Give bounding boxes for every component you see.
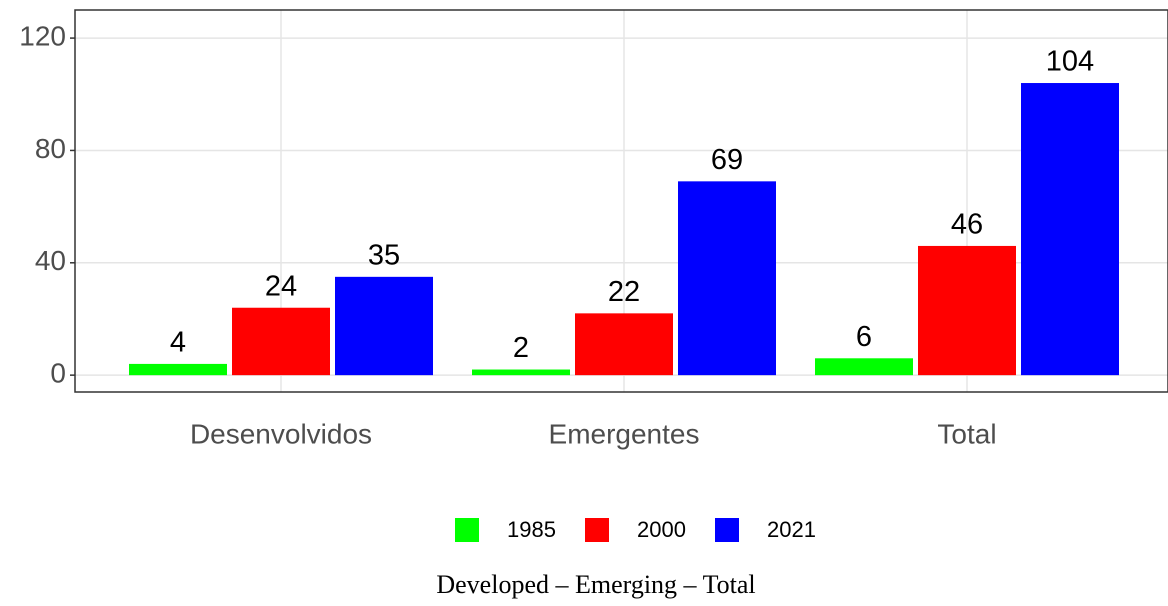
value-label: 104	[1046, 46, 1094, 78]
value-label: 46	[951, 209, 983, 241]
legend-label: 2021	[767, 517, 816, 542]
bar	[472, 369, 570, 376]
y-tick-label: 40	[35, 245, 66, 276]
plot-border	[74, 9, 1168, 393]
legend-label: 1985	[507, 517, 556, 542]
value-label: 69	[711, 144, 743, 176]
value-label: 2	[513, 332, 529, 364]
y-tick-label: 120	[19, 20, 66, 51]
legend-label: 2000	[637, 517, 686, 542]
x-tick-label: Emergentes	[549, 418, 700, 449]
legend-swatch	[585, 518, 609, 542]
value-label: 4	[170, 327, 186, 359]
y-tick-label: 80	[35, 133, 66, 164]
value-label: 24	[265, 270, 297, 302]
legend-swatch	[455, 518, 479, 542]
bar	[335, 276, 433, 376]
bar	[815, 358, 913, 376]
x-tick-label: Total	[937, 418, 996, 449]
value-label: 22	[608, 276, 640, 308]
bar	[575, 313, 673, 376]
x-tick-label: Desenvolvidos	[190, 418, 372, 449]
bar	[1021, 83, 1119, 376]
bar	[232, 307, 330, 376]
caption: Developed – Emerging – Total	[436, 570, 755, 599]
value-label: 35	[368, 239, 400, 271]
value-label: 6	[856, 321, 872, 353]
bar	[678, 181, 776, 376]
bar	[129, 363, 227, 376]
legend-swatch	[715, 518, 739, 542]
bar	[918, 245, 1016, 376]
y-tick-label: 0	[50, 358, 66, 389]
